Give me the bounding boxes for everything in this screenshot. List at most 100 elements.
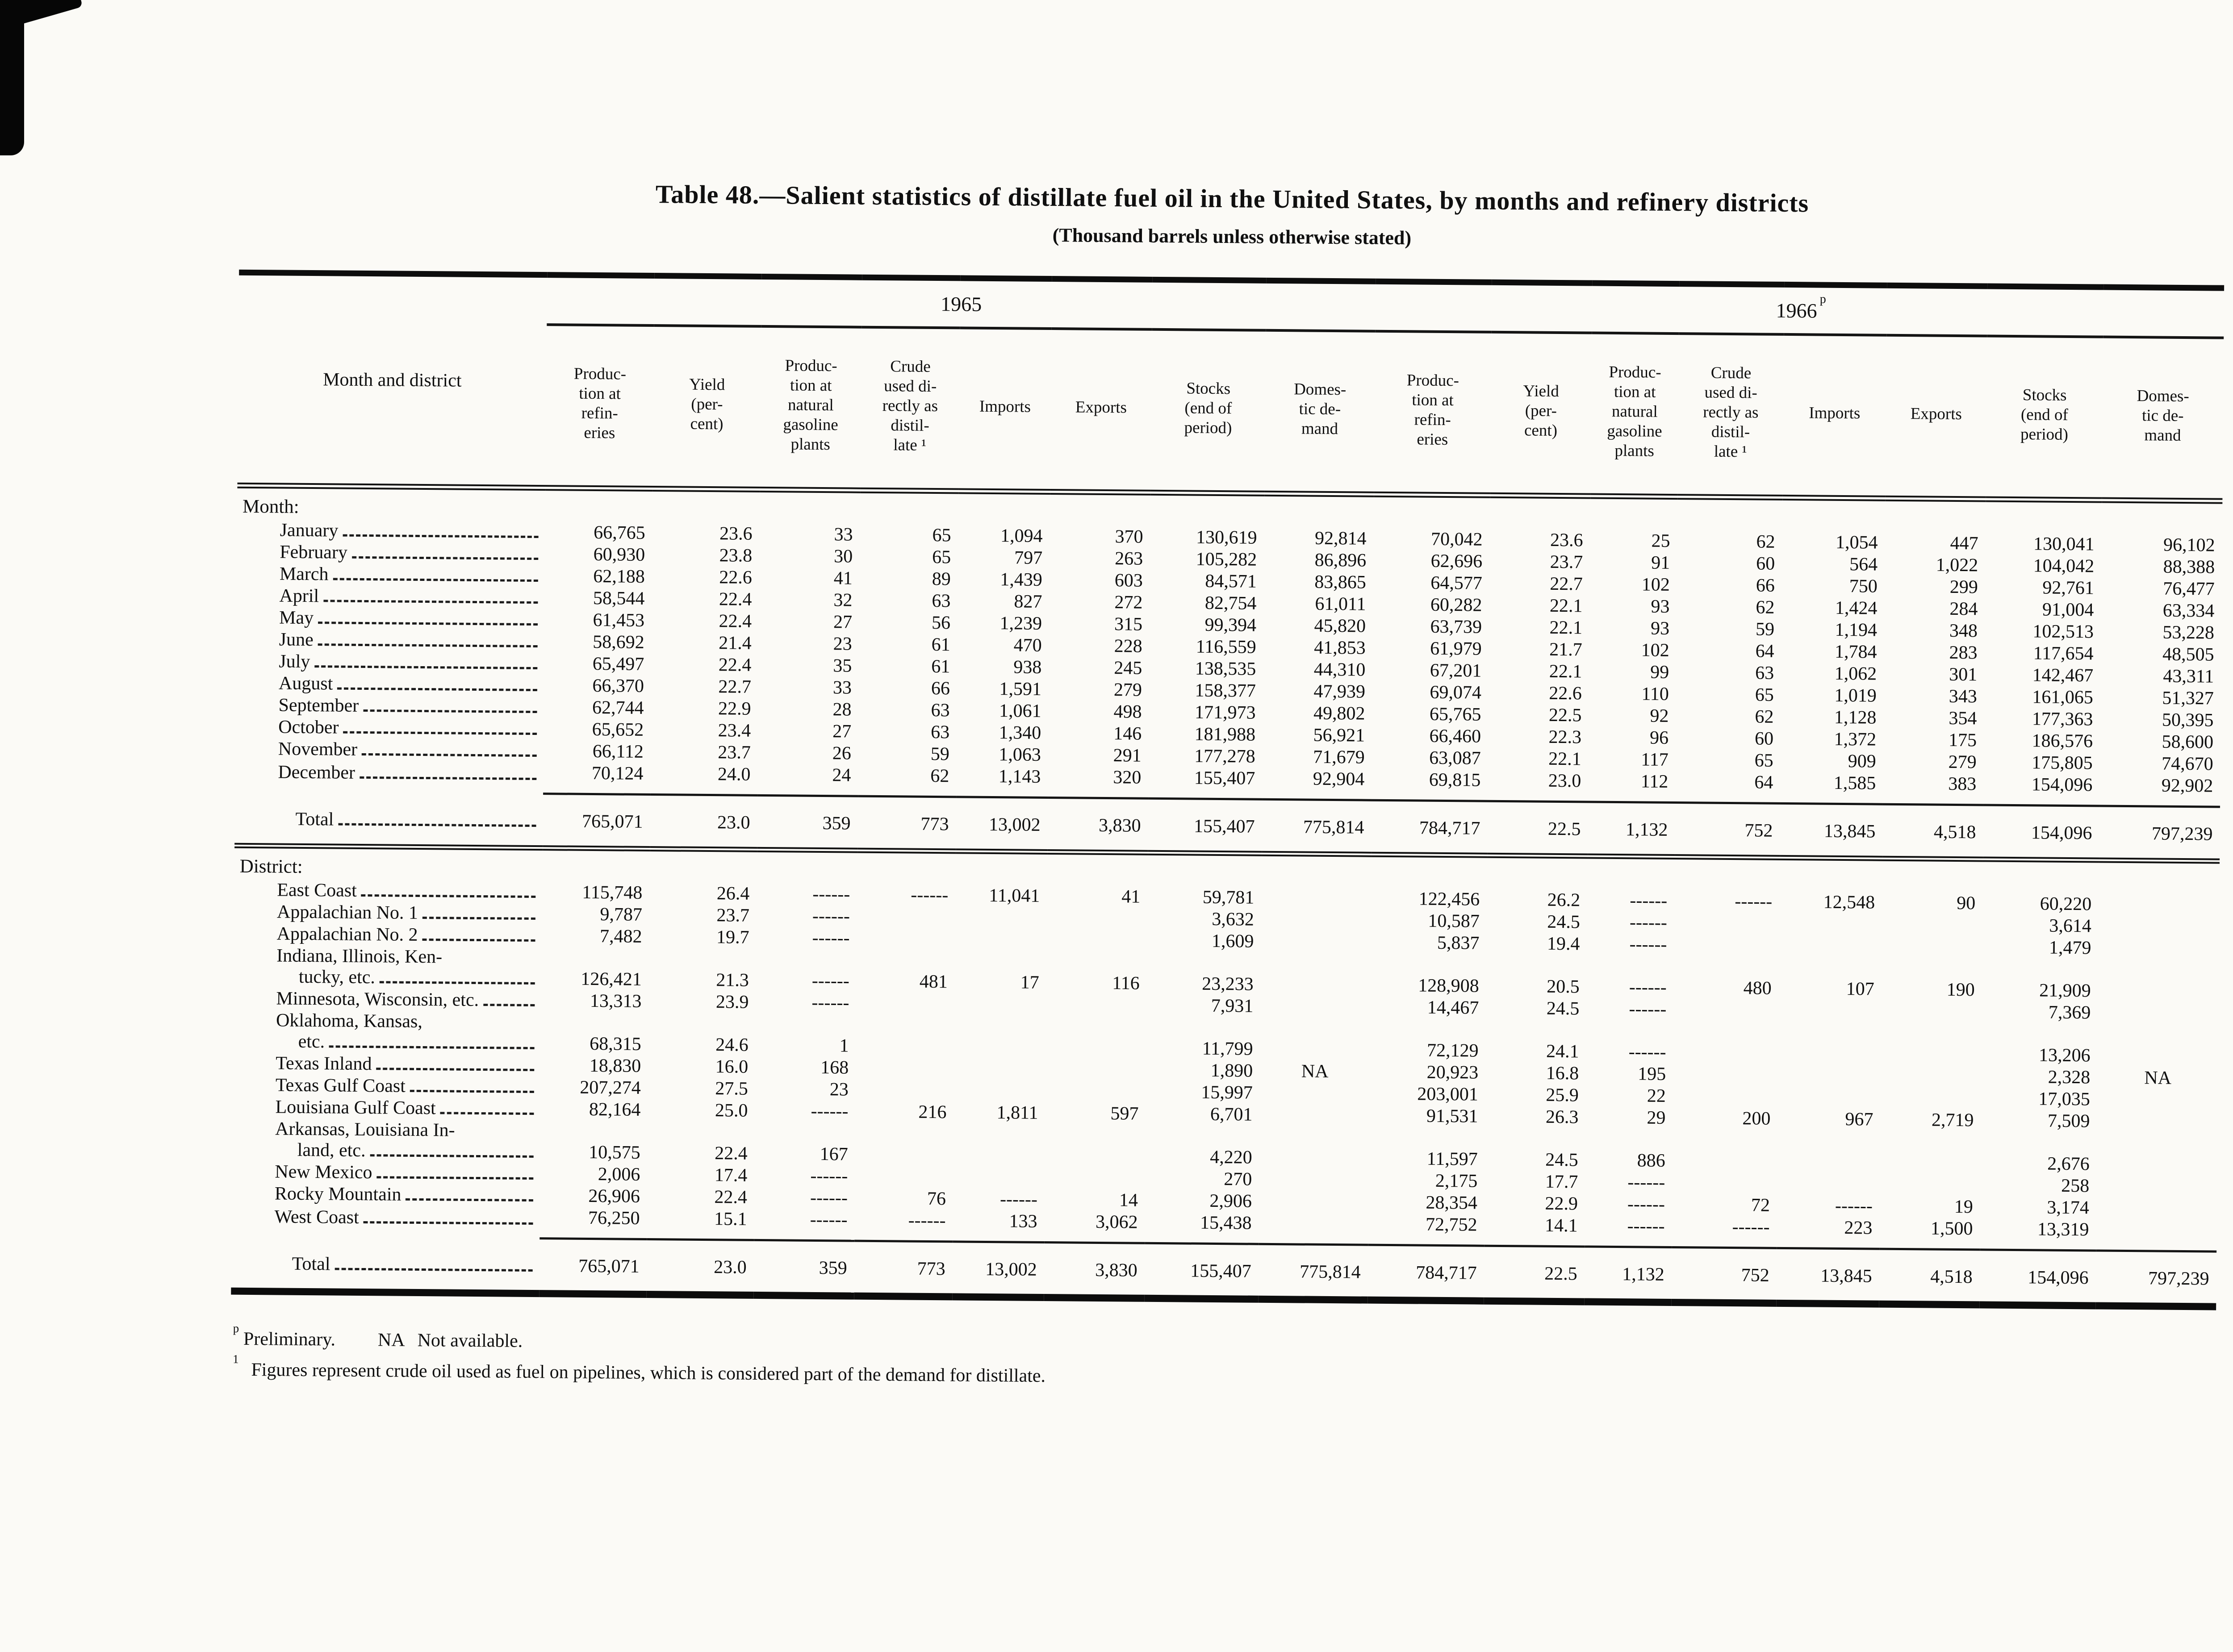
table-cell: 23.6 bbox=[652, 522, 759, 545]
table-cell: 130,041 bbox=[1985, 533, 2101, 555]
table-cell: 23.4 bbox=[651, 719, 758, 742]
row-label: Minnesota, Wisconsin, etc. bbox=[233, 988, 541, 1012]
row-label: Appalachian No. 2 bbox=[234, 923, 542, 947]
table-cell bbox=[2099, 915, 2219, 938]
table-cell: 161,065 bbox=[1984, 686, 2100, 709]
table-cell: 22.7 bbox=[1489, 573, 1590, 596]
table-cell: 92,902 bbox=[2099, 775, 2220, 807]
table-cell bbox=[1261, 931, 1370, 954]
table-cell: 28,354 bbox=[1368, 1192, 1484, 1214]
table-cell: 89 bbox=[860, 568, 958, 591]
table-cell bbox=[1881, 1022, 1982, 1066]
row-label: October bbox=[235, 716, 544, 740]
table-cell bbox=[855, 1123, 954, 1167]
row-label-text: April bbox=[279, 585, 319, 607]
table-cell bbox=[1880, 1131, 1981, 1175]
table-cell bbox=[1882, 914, 1982, 937]
table-cell bbox=[1777, 1130, 1880, 1174]
table-cell: 3,062 bbox=[1044, 1211, 1145, 1243]
table-cell: 26.4 bbox=[649, 882, 757, 905]
table-cell bbox=[2097, 1110, 2217, 1133]
table-cell: 154,096 bbox=[1983, 805, 2099, 860]
table-cell: 19 bbox=[1880, 1196, 1980, 1218]
table-cell: 1,022 bbox=[1885, 554, 1985, 577]
total-label: Total bbox=[295, 809, 334, 830]
table-cell: ------ bbox=[756, 992, 856, 1014]
table-cell: 19.4 bbox=[1486, 933, 1587, 955]
table-cell bbox=[2098, 937, 2219, 960]
table-cell bbox=[1045, 1016, 1146, 1060]
table-cell bbox=[954, 993, 1046, 1016]
table-cell: 60,930 bbox=[545, 543, 652, 566]
table-cell: 25.9 bbox=[1485, 1084, 1586, 1107]
table-cell: 228 bbox=[1049, 635, 1150, 658]
table-cell: 750 bbox=[1782, 575, 1885, 598]
table-cell: 3,632 bbox=[1147, 908, 1261, 931]
year-header-1965: 1965 bbox=[547, 275, 1376, 331]
table-cell bbox=[954, 1080, 1045, 1102]
table-cell bbox=[1046, 929, 1147, 952]
table-cell bbox=[1672, 1129, 1777, 1173]
table-cell: 4,220 bbox=[1146, 1125, 1260, 1169]
table-cell: 348 bbox=[1884, 620, 1985, 642]
table-cell: 64 bbox=[1676, 640, 1781, 663]
table-cell: 481 bbox=[857, 950, 955, 993]
table-cell: 1,054 bbox=[1782, 531, 1885, 554]
table-cell bbox=[1259, 1104, 1369, 1127]
table-cell: 26 bbox=[758, 742, 858, 765]
table-cell: ------ bbox=[1585, 1193, 1672, 1216]
table-cell: 752 bbox=[1671, 1247, 1777, 1303]
table-cell: 107 bbox=[1779, 957, 1882, 1001]
table-cell: 1,591 bbox=[957, 678, 1049, 701]
table-cell bbox=[1047, 907, 1147, 930]
dotted-leader bbox=[352, 556, 538, 560]
table-cell: 22.6 bbox=[652, 566, 759, 589]
table-cell: ------ bbox=[1587, 890, 1674, 913]
table-cell: 1,143 bbox=[956, 765, 1048, 797]
row-label: Texas Gulf Coast bbox=[233, 1074, 541, 1098]
table-cell: 90 bbox=[1882, 892, 1982, 915]
dotted-leader bbox=[376, 1068, 534, 1071]
page-title: Table 48.—Salient statistics of distilla… bbox=[239, 176, 2225, 221]
table-cell bbox=[1779, 913, 1882, 936]
table-cell: 26,906 bbox=[540, 1185, 647, 1208]
table-cell: 116,559 bbox=[1150, 636, 1263, 659]
table-cell: 270 bbox=[1145, 1168, 1259, 1191]
table-cell: 64 bbox=[1675, 771, 1781, 803]
row-label: Total bbox=[234, 791, 543, 848]
table-cell bbox=[2096, 1175, 2217, 1198]
table-cell: 62,696 bbox=[1373, 550, 1489, 573]
table-cell: 207,274 bbox=[541, 1076, 648, 1099]
table-cell bbox=[955, 906, 1047, 929]
table-cell: ------ bbox=[1672, 1216, 1777, 1248]
table-cell: 86,896 bbox=[1264, 549, 1373, 572]
dotted-leader bbox=[376, 1176, 533, 1180]
table-cell: 301 bbox=[1884, 663, 1984, 686]
table-cell: 797,239 bbox=[2095, 1251, 2216, 1307]
row-label-text: East Coast bbox=[277, 880, 357, 901]
table-cell: 63 bbox=[859, 590, 958, 613]
column-header: Exports bbox=[1885, 335, 1987, 499]
table-cell: 32 bbox=[759, 589, 859, 612]
table-cell: 7,369 bbox=[1982, 1001, 2098, 1024]
table-cell: 65,497 bbox=[544, 653, 651, 676]
table-cell: 1,128 bbox=[1781, 706, 1883, 729]
table-cell bbox=[1259, 1213, 1368, 1245]
table-cell: 112 bbox=[1588, 771, 1676, 803]
table-cell: 102,513 bbox=[1985, 620, 2101, 643]
table-cell: 138,535 bbox=[1149, 658, 1263, 680]
row-label: West Coast bbox=[231, 1205, 540, 1239]
table-cell: 92,904 bbox=[1262, 768, 1372, 800]
table-cell: 58,600 bbox=[2100, 731, 2220, 754]
column-header: Yield (per- cent) bbox=[652, 325, 761, 489]
table-cell: 91,531 bbox=[1369, 1105, 1485, 1128]
dotted-leader bbox=[329, 1045, 535, 1049]
table-cell: 102 bbox=[1590, 574, 1677, 597]
table-cell bbox=[1778, 1086, 1881, 1109]
table-cell: 21,909 bbox=[1982, 958, 2099, 1002]
row-label-text: Louisiana Gulf Coast bbox=[275, 1097, 436, 1119]
table-cell: 128,908 bbox=[1370, 954, 1487, 997]
table-cell: 370 bbox=[1050, 526, 1150, 548]
table-cell bbox=[1046, 994, 1146, 1017]
table-cell: 1 bbox=[755, 1014, 856, 1057]
